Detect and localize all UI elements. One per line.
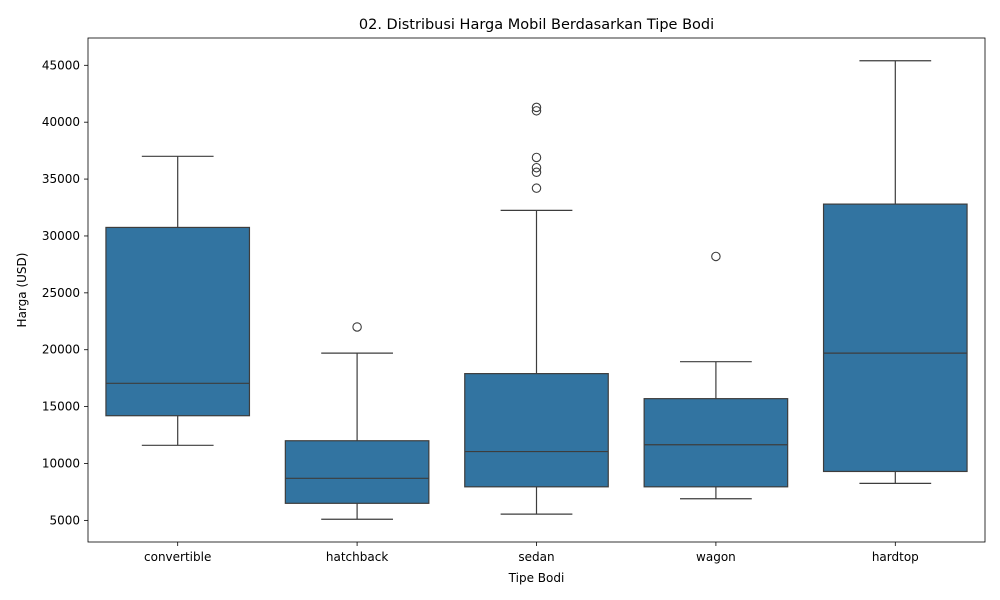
y-tick-label: 20000 — [42, 343, 80, 357]
y-axis-label: Harga (USD) — [15, 253, 29, 328]
iqr-box — [284, 440, 430, 504]
outlier-point — [531, 162, 542, 173]
axes: convertible hatchback sedan wagon hardtop 500… — [42, 58, 919, 564]
box-hardtop — [822, 60, 968, 485]
box-hatchback — [284, 322, 430, 520]
y-tick-label: 35000 — [42, 172, 80, 186]
outlier-point — [531, 152, 542, 163]
y-tick-label: 40000 — [42, 115, 80, 129]
outlier-point — [531, 167, 542, 177]
x-tick-label: sedan — [518, 550, 554, 564]
x-tick-label: wagon — [696, 550, 736, 564]
x-tick-label: convertible — [144, 550, 211, 564]
chart-title: 02. Distribusi Harga Mobil Berdasarkan T… — [359, 17, 714, 33]
box-sedan — [464, 102, 609, 515]
iqr-box — [105, 226, 251, 417]
iqr-box — [643, 398, 789, 488]
x-axis-label: Tipe Bodi — [508, 571, 565, 585]
plot-area — [105, 60, 968, 520]
outlier-point — [531, 102, 542, 113]
y-tick-label: 25000 — [42, 286, 80, 300]
y-tick-label: 10000 — [42, 456, 80, 470]
y-tick-label: 5000 — [49, 513, 80, 527]
iqr-box — [822, 203, 968, 473]
outlier-point — [531, 183, 542, 193]
y-tick-label: 30000 — [42, 229, 80, 243]
outlier-point — [352, 322, 362, 332]
y-tick-label: 15000 — [42, 400, 80, 414]
x-tick-label: hardtop — [872, 550, 919, 564]
iqr-box — [464, 373, 609, 488]
x-tick-label: hatchback — [326, 550, 388, 564]
box-convertible — [105, 155, 251, 446]
outlier-point — [531, 106, 542, 116]
outlier-point — [711, 251, 721, 262]
y-tick-label: 45000 — [42, 58, 80, 72]
box-wagon — [643, 251, 789, 500]
